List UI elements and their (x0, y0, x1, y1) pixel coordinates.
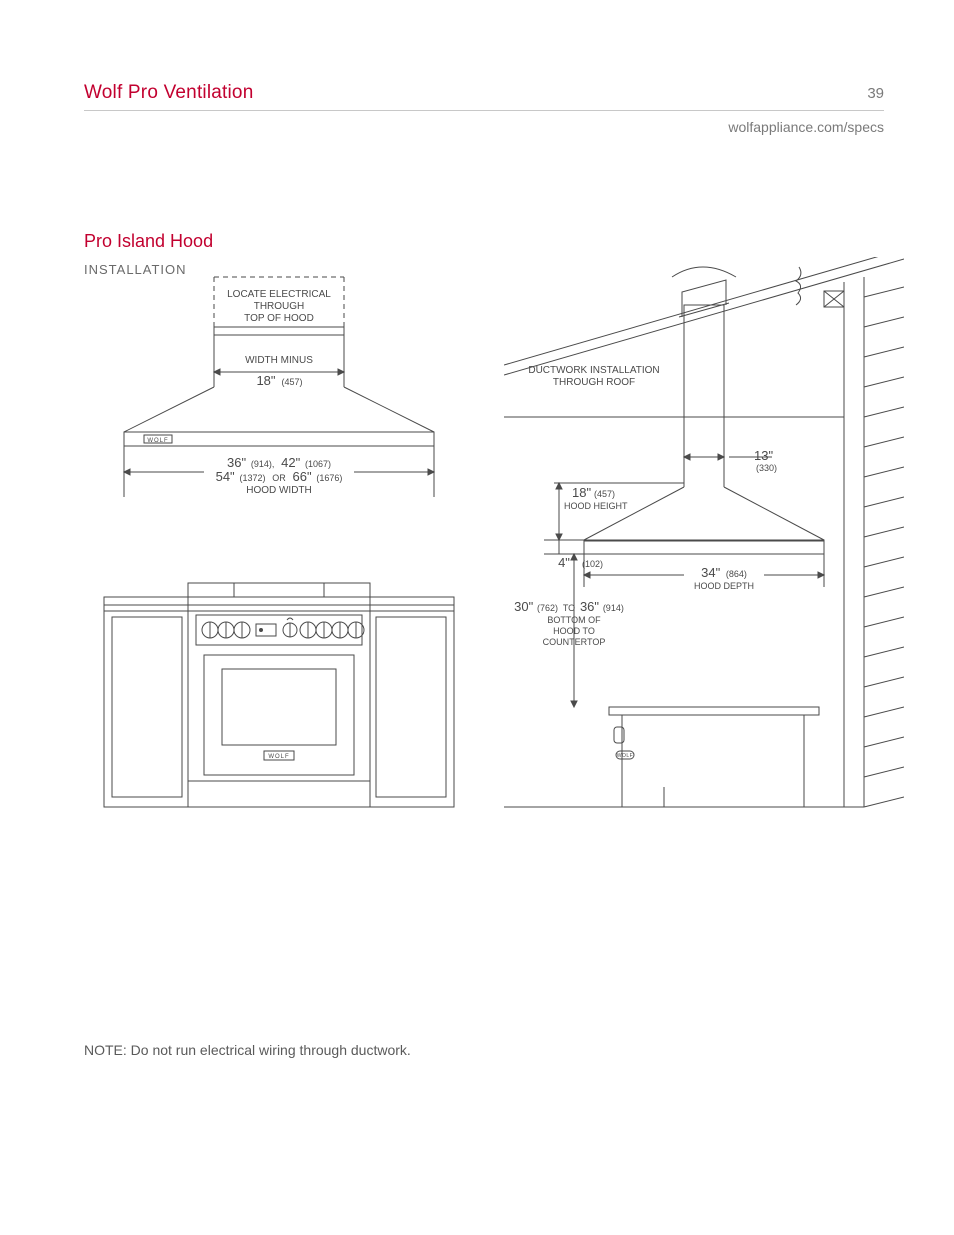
header-title: Wolf Pro Ventilation (84, 82, 253, 104)
side-view-column: DUCTWORK INSTALLATION THROUGH ROOF 18" (… (504, 257, 904, 982)
h4-mm: (102) (582, 559, 603, 569)
hood-width-l3: HOOD WIDTH (246, 485, 312, 496)
duct-label-2: THROUGH ROOF (553, 377, 635, 388)
clearance-l4: COUNTERTOP (543, 637, 606, 647)
locate-label-2: THROUGH (254, 301, 305, 312)
header-url: wolfappliance.com/specs (84, 119, 884, 135)
page-container: Wolf Pro Ventilation 39 wolfappliance.co… (0, 0, 954, 1118)
diagram-row: LOCATE ELECTRICAL THROUGH TOP OF HOOD WI… (84, 257, 884, 982)
locate-label-1: LOCATE ELECTRICAL (227, 289, 331, 300)
page-header: Wolf Pro Ventilation 39 (84, 82, 884, 111)
clearance-l2: BOTTOM OF (547, 615, 601, 625)
clearance-l3: HOOD TO (553, 626, 595, 636)
clearance-l1: 30" (762) TO 36" (914) (514, 599, 624, 614)
page-number: 39 (867, 85, 884, 102)
front-wolf-badge: WOLF (147, 438, 168, 444)
width-minus-l1: WIDTH MINUS (245, 355, 313, 366)
d13-big: 13" (754, 448, 773, 463)
side-view-diagram: DUCTWORK INSTALLATION THROUGH ROOF 18" (… (504, 257, 904, 977)
h18-big: 18" (572, 485, 591, 500)
d13-mm: (330) (756, 463, 777, 473)
locate-label-3: TOP OF HOOD (244, 313, 314, 324)
h18-mm: (457) (594, 489, 615, 499)
d34-label: HOOD DEPTH (694, 581, 754, 591)
front-view-diagram: LOCATE ELECTRICAL THROUGH TOP OF HOOD WI… (84, 257, 474, 977)
duct-label-1: DUCTWORK INSTALLATION (528, 365, 659, 376)
h4-big: 4" (558, 555, 570, 570)
footer-note: NOTE: Do not run electrical wiring throu… (84, 1042, 884, 1058)
section-title: Pro Island Hood (84, 231, 884, 252)
width-minus-18: 18" (256, 373, 275, 388)
h18-label: HOOD HEIGHT (564, 501, 628, 511)
width-minus-457: (457) (281, 377, 302, 387)
front-view-column: LOCATE ELECTRICAL THROUGH TOP OF HOOD WI… (84, 257, 474, 982)
range-wolf-badge: WOLF (268, 754, 289, 760)
side-wolf-badge: WOLF (617, 753, 633, 759)
